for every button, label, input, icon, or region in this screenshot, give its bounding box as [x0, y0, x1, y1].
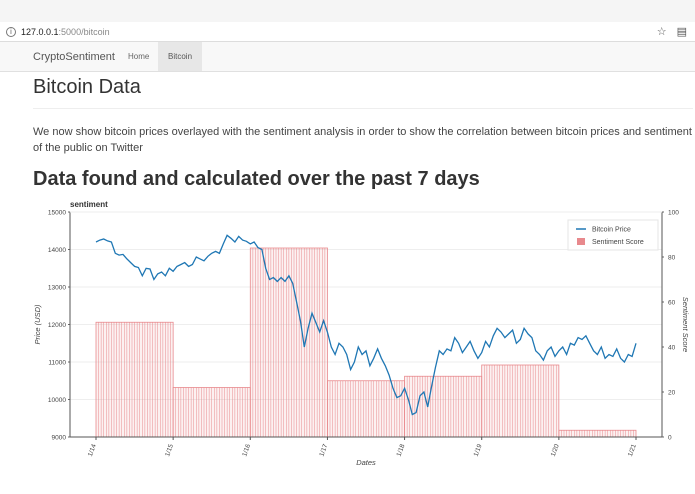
nav-link-home[interactable]: Home: [128, 52, 150, 61]
address-bar-actions: ☆ ▤: [657, 25, 687, 38]
legend-label-price: Bitcoin Price: [592, 227, 631, 234]
x-tick-label: 1/15: [164, 443, 175, 458]
chart-axes: 9000 10000 11000 12000 13000 14000 15000 0 20 40 6…: [33, 210, 690, 468]
x-tick-label: 1/18: [396, 443, 407, 458]
y2-tick-label: 0: [668, 435, 672, 442]
navbar-brand[interactable]: CryptoSentiment: [33, 51, 115, 63]
y2-tick-label: 100: [668, 210, 679, 217]
y-tick-label: 11000: [48, 360, 66, 367]
y-tick-label: 14000: [48, 247, 66, 254]
title-divider: [33, 108, 693, 109]
y2-tick-label: 80: [668, 255, 676, 262]
chart-legend: Bitcoin Price Sentiment Score: [567, 219, 659, 251]
x-axis-label: Dates: [356, 458, 376, 467]
navbar: CryptoSentiment Home Bitcoin: [0, 42, 695, 72]
price-line: [95, 234, 637, 416]
address-bar[interactable]: i 127.0.0.1:5000/bitcoin ☆ ▤: [0, 22, 695, 42]
y2-tick-label: 60: [668, 300, 676, 307]
x-tick-label: 1/17: [318, 443, 329, 458]
store-icon[interactable]: ▤: [676, 25, 687, 38]
page-title: Bitcoin Data: [33, 76, 141, 98]
y-tick-label: 10000: [48, 397, 66, 404]
y-tick-label: 15000: [48, 210, 66, 217]
nav-link-bitcoin[interactable]: Bitcoin: [158, 42, 203, 71]
legend-swatch-sentiment: [577, 238, 585, 245]
x-tick-label: 1/21: [627, 443, 638, 458]
y-tick-label: 13000: [48, 285, 66, 292]
y-axis-label: Price (USD): [33, 304, 42, 345]
star-icon[interactable]: ☆: [656, 25, 667, 38]
y2-axis-label: Sentiment Score: [681, 297, 690, 352]
bitcoin-sentiment-chart: 9000 10000 11000 12000 13000 14000 15000 0 20 40 6…: [33, 200, 690, 468]
legend-label-sentiment: Sentiment Score: [592, 239, 644, 246]
lead-paragraph: We now show bitcoin prices overlayed wit…: [33, 126, 692, 154]
y-tick-label: 12000: [48, 322, 66, 329]
x-tick-label: 1/16: [241, 443, 252, 458]
y2-tick-label: 20: [668, 390, 676, 397]
sentiment-bars: [95, 247, 637, 438]
x-tick-label: 1/14: [87, 443, 98, 458]
price-line-path: [95, 234, 637, 416]
y-tick-label: 9000: [52, 435, 67, 442]
y2-tick-label: 40: [668, 345, 676, 352]
x-tick-label: 1/20: [550, 443, 561, 458]
section-heading: Data found and calculated over the past …: [33, 168, 480, 190]
chart-title: sentiment: [70, 200, 108, 209]
x-tick-label: 1/19: [473, 443, 484, 458]
browser-chrome: i 127.0.0.1:5000/bitcoin ☆ ▤: [0, 0, 695, 42]
url-text[interactable]: 127.0.0.1:5000/bitcoin: [21, 26, 110, 37]
info-icon[interactable]: i: [6, 26, 16, 37]
